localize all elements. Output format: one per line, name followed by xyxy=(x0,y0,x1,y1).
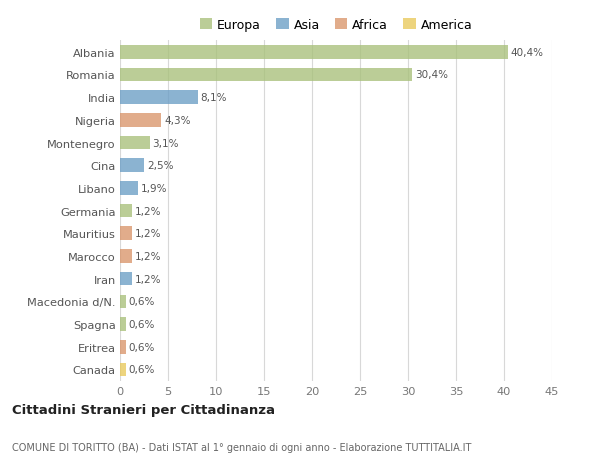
Text: 3,1%: 3,1% xyxy=(152,138,179,148)
Text: COMUNE DI TORITTO (BA) - Dati ISTAT al 1° gennaio di ogni anno - Elaborazione TU: COMUNE DI TORITTO (BA) - Dati ISTAT al 1… xyxy=(12,442,472,452)
Bar xyxy=(120,46,508,59)
Bar xyxy=(120,318,126,331)
Text: 0,6%: 0,6% xyxy=(128,297,155,307)
Bar xyxy=(120,114,161,127)
Bar xyxy=(120,159,144,173)
Text: 8,1%: 8,1% xyxy=(200,93,227,103)
Legend: Europa, Asia, Africa, America: Europa, Asia, Africa, America xyxy=(200,19,472,32)
Text: 1,2%: 1,2% xyxy=(134,206,161,216)
Text: 1,9%: 1,9% xyxy=(141,184,167,194)
Text: 0,6%: 0,6% xyxy=(128,364,155,375)
Bar xyxy=(120,204,131,218)
Text: 0,6%: 0,6% xyxy=(128,342,155,352)
Text: Cittadini Stranieri per Cittadinanza: Cittadini Stranieri per Cittadinanza xyxy=(12,403,275,416)
Text: 1,2%: 1,2% xyxy=(134,252,161,262)
Bar xyxy=(120,91,198,105)
Text: 40,4%: 40,4% xyxy=(511,48,544,58)
Bar xyxy=(120,295,126,308)
Bar xyxy=(120,363,126,376)
Text: 0,6%: 0,6% xyxy=(128,319,155,330)
Bar xyxy=(120,136,150,150)
Text: 4,3%: 4,3% xyxy=(164,116,191,126)
Bar xyxy=(120,68,412,82)
Bar xyxy=(120,227,131,241)
Bar xyxy=(120,272,131,286)
Bar xyxy=(120,182,138,195)
Text: 1,2%: 1,2% xyxy=(134,274,161,284)
Text: 2,5%: 2,5% xyxy=(147,161,173,171)
Bar xyxy=(120,340,126,354)
Text: 1,2%: 1,2% xyxy=(134,229,161,239)
Bar xyxy=(120,250,131,263)
Text: 30,4%: 30,4% xyxy=(415,70,448,80)
